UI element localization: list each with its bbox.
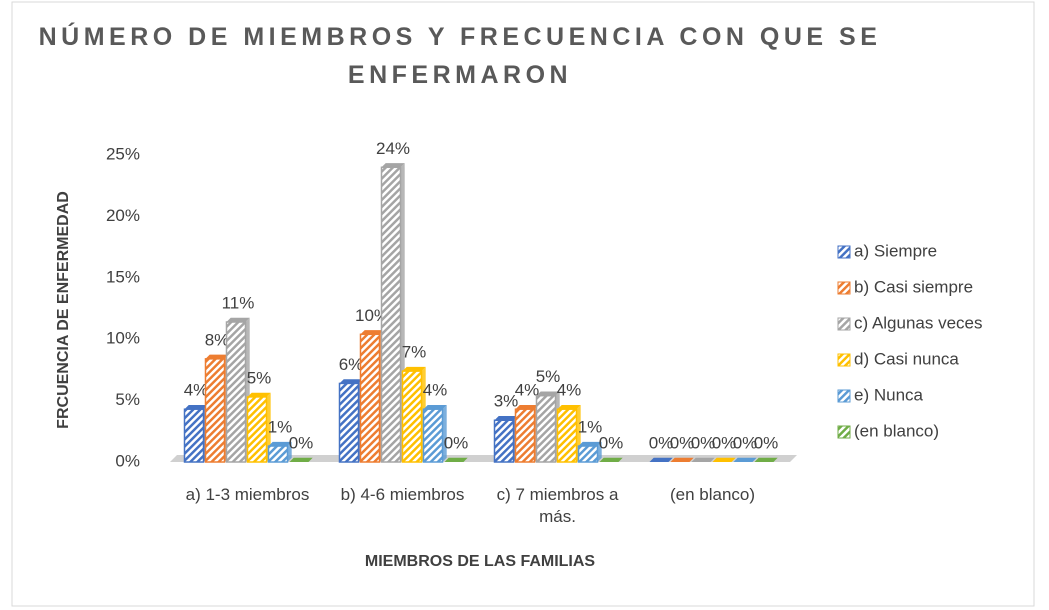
bar	[493, 419, 515, 463]
legend-label: d) Casi nunca	[854, 349, 959, 368]
legend-label: c) Algunas veces	[854, 313, 983, 332]
bar	[204, 358, 226, 463]
bar	[246, 396, 268, 463]
bar	[380, 166, 402, 463]
data-label: 24%	[376, 139, 410, 158]
data-label: 1%	[578, 418, 603, 437]
legend-swatch	[837, 425, 851, 439]
legend-label: b) Casi siempre	[854, 277, 973, 296]
data-label: 0%	[289, 433, 314, 452]
bar-top	[536, 391, 560, 396]
bar	[183, 408, 205, 463]
data-label: 4%	[515, 381, 540, 400]
data-label: 4%	[557, 381, 582, 400]
bar	[422, 408, 444, 463]
bar-side	[442, 404, 447, 462]
data-label: 11%	[222, 293, 255, 312]
legend-swatch	[837, 353, 851, 367]
bar-top	[494, 416, 518, 421]
bar-top	[381, 163, 405, 168]
data-label: 4%	[184, 381, 209, 400]
y-tick-label: 0%	[115, 451, 140, 470]
y-tick-label: 25%	[106, 144, 140, 163]
data-label: 6%	[339, 355, 364, 374]
bar-side	[597, 441, 602, 462]
data-label: 10%	[355, 306, 389, 325]
data-label: 7%	[402, 343, 427, 362]
data-label: 0%	[599, 433, 624, 452]
bar-top	[402, 366, 426, 372]
data-label: 5%	[536, 367, 561, 386]
data-label: 0%	[444, 433, 469, 452]
data-label: 0%	[733, 433, 758, 452]
data-label: 5%	[247, 368, 272, 387]
x-tick-label: a) 1-3 miembros	[185, 485, 310, 504]
bar	[225, 321, 247, 463]
legend-label: (en blanco)	[854, 421, 939, 440]
bar	[401, 370, 423, 463]
bar-top	[712, 457, 736, 462]
y-tick-label: 5%	[115, 390, 140, 409]
data-label: 0%	[754, 433, 779, 452]
x-tick-label: b) 4-6 miembros	[340, 485, 465, 504]
bar	[267, 445, 289, 463]
bar-top	[247, 392, 271, 397]
y-tick-label: 15%	[106, 267, 140, 286]
x-axis-label: MIEMBROS DE LAS FAMILIAS	[365, 553, 596, 570]
chart-border	[11, 1, 1035, 607]
bar-side	[287, 441, 292, 462]
bar-top	[649, 457, 673, 462]
data-label: 3%	[494, 392, 519, 411]
bar-side	[266, 392, 271, 462]
bar-top	[205, 354, 229, 359]
legend-swatch	[837, 281, 851, 295]
legend-swatch	[837, 389, 851, 403]
bar-top	[184, 404, 208, 410]
bar	[514, 408, 536, 463]
x-tick-label: c) 7 miembros a más.	[496, 485, 619, 526]
data-label: 0%	[649, 433, 674, 452]
bar-top	[515, 404, 539, 410]
bar-top	[733, 457, 757, 462]
chart-title: NÚMERO DE MIEMBROS Y FRECUENCIA CON QUE …	[38, 23, 882, 89]
bar-top	[578, 441, 602, 447]
legend-swatch	[837, 317, 851, 331]
bar	[535, 394, 557, 463]
x-tick-label: (en blanco)	[669, 485, 756, 504]
bar-top	[339, 379, 363, 384]
y-axis-label: FRCUENCIA DE ENFERMEDAD	[55, 191, 72, 429]
y-tick-label: 20%	[106, 206, 140, 225]
bar-top	[226, 317, 250, 323]
data-label: 0%	[712, 433, 737, 452]
data-label: 1%	[268, 418, 293, 437]
bar-top	[423, 404, 447, 410]
bar	[359, 333, 381, 463]
bar-top	[599, 457, 623, 462]
data-label: 4%	[423, 381, 448, 400]
legend-label: a) Siempre	[854, 241, 937, 260]
data-label: 0%	[691, 433, 716, 452]
bar	[556, 408, 578, 463]
bar	[577, 445, 599, 463]
y-tick-label: 10%	[106, 329, 140, 348]
bar-top	[360, 330, 384, 335]
bar-top	[557, 404, 581, 410]
data-label: 0%	[670, 433, 695, 452]
bar-top	[754, 457, 778, 462]
bar-top	[289, 457, 313, 462]
data-label: 8%	[205, 330, 230, 349]
bar-top	[444, 457, 468, 462]
bar-top	[268, 441, 292, 447]
bar-top	[691, 457, 715, 462]
bar	[338, 382, 360, 463]
bar-top	[670, 457, 694, 462]
floor	[170, 455, 797, 462]
legend-label: e) Nunca	[854, 385, 924, 404]
legend-swatch	[837, 245, 851, 259]
